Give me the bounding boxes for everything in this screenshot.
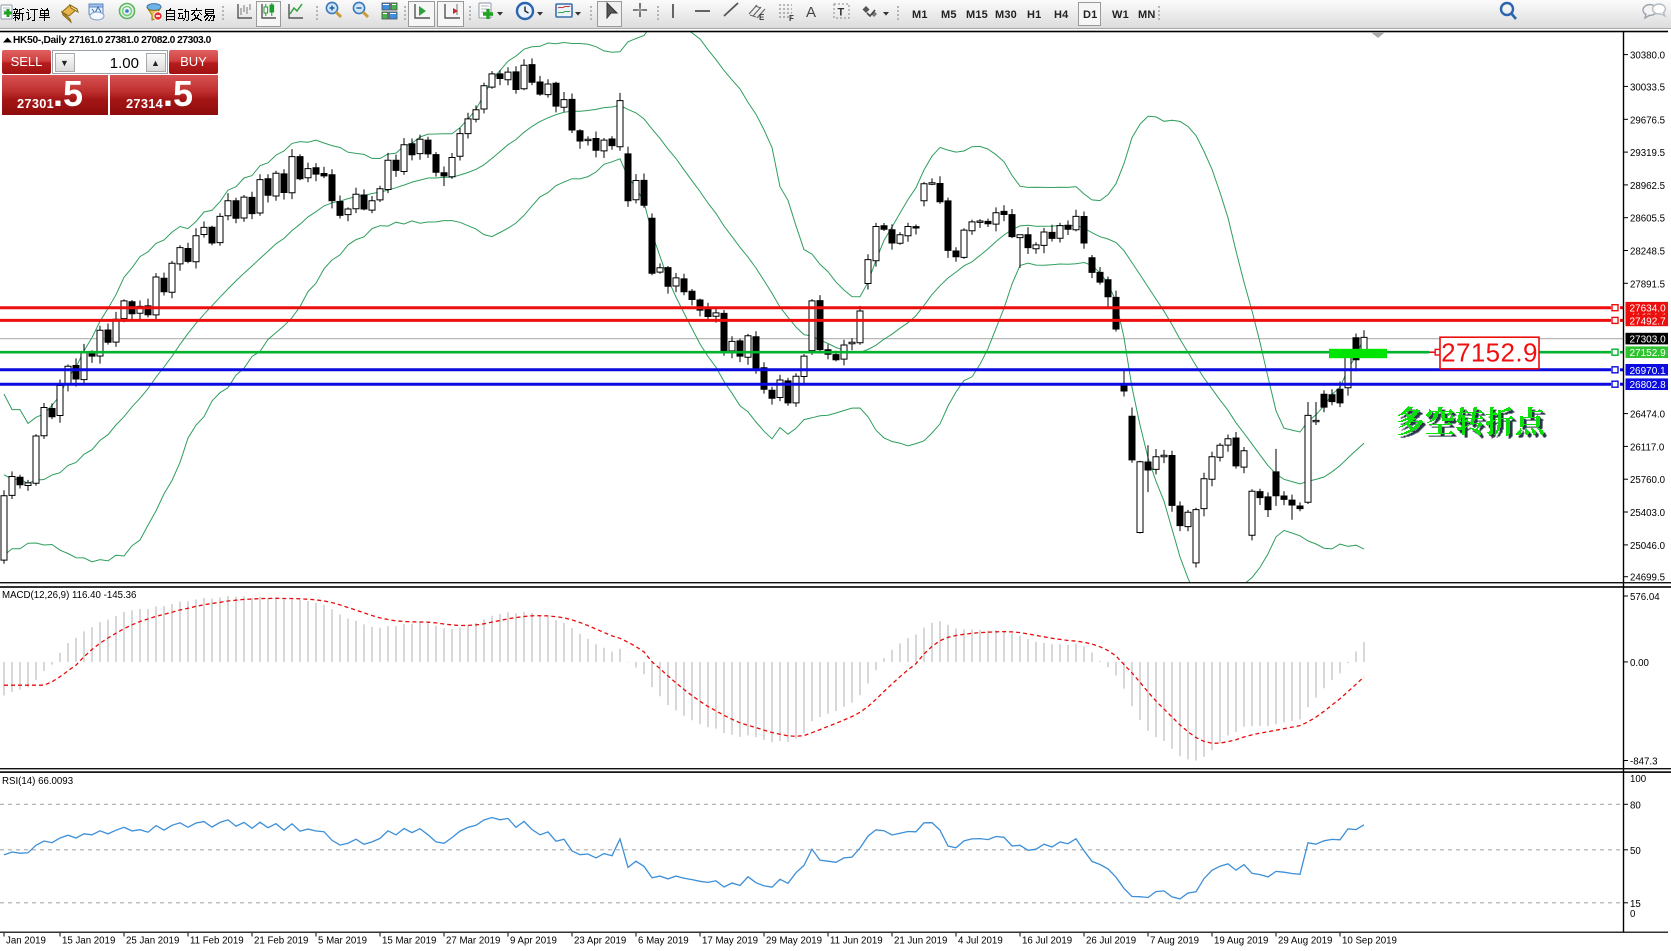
svg-text:27891.5: 27891.5	[1630, 279, 1665, 290]
svg-text:26970.1: 26970.1	[1630, 366, 1667, 377]
svg-text:MN: MN	[1138, 9, 1156, 21]
svg-text:Jan 2019: Jan 2019	[6, 936, 46, 947]
svg-text:27303.0: 27303.0	[1630, 335, 1667, 346]
svg-text:26 Jul 2019: 26 Jul 2019	[1086, 936, 1136, 947]
svg-text:29676.5: 29676.5	[1630, 115, 1665, 126]
svg-text:15: 15	[1630, 899, 1641, 910]
svg-text:F: F	[789, 14, 794, 23]
svg-text:30380.0: 30380.0	[1630, 51, 1666, 62]
svg-text:9 Apr 2019: 9 Apr 2019	[510, 936, 557, 947]
svg-text:29319.5: 29319.5	[1630, 148, 1665, 159]
svg-text:29 May 2019: 29 May 2019	[766, 936, 822, 947]
svg-text:16 Jul 2019: 16 Jul 2019	[1022, 936, 1072, 947]
svg-text:27634.0: 27634.0	[1630, 304, 1667, 315]
svg-text:RSI(14) 66.0093: RSI(14) 66.0093	[2, 776, 73, 787]
svg-text:10 Sep 2019: 10 Sep 2019	[1342, 936, 1397, 947]
svg-text:7 Aug 2019: 7 Aug 2019	[1150, 936, 1199, 947]
svg-text:M15: M15	[966, 9, 988, 21]
svg-text:100: 100	[1630, 774, 1647, 785]
svg-text:17 May 2019: 17 May 2019	[702, 936, 758, 947]
svg-text:D1: D1	[1083, 9, 1097, 21]
svg-text:50: 50	[1630, 846, 1641, 857]
svg-text:23 Apr 2019: 23 Apr 2019	[574, 936, 626, 947]
svg-text:4 Jul 2019: 4 Jul 2019	[958, 936, 1003, 947]
svg-text:21 Feb 2019: 21 Feb 2019	[254, 936, 308, 947]
svg-text:24699.5: 24699.5	[1630, 573, 1665, 584]
svg-text:29 Aug 2019: 29 Aug 2019	[1278, 936, 1332, 947]
svg-text:-847.3: -847.3	[1630, 757, 1657, 768]
svg-text:576.04: 576.04	[1630, 592, 1660, 603]
svg-text:26802.8: 26802.8	[1630, 380, 1667, 391]
svg-text:M5: M5	[941, 9, 957, 21]
svg-text:M30: M30	[995, 9, 1017, 21]
svg-text:0: 0	[1630, 909, 1636, 920]
svg-text:5 Mar 2019: 5 Mar 2019	[318, 936, 367, 947]
svg-text:27 Mar 2019: 27 Mar 2019	[446, 936, 500, 947]
svg-text:27152.9: 27152.9	[1441, 338, 1538, 368]
svg-text:28962.5: 28962.5	[1630, 181, 1665, 192]
svg-text:21 Jun 2019: 21 Jun 2019	[894, 936, 947, 947]
svg-text:25760.0: 25760.0	[1630, 475, 1666, 486]
svg-text:25046.0: 25046.0	[1630, 541, 1666, 552]
svg-text:26117.0: 26117.0	[1630, 442, 1665, 453]
svg-text:27492.7: 27492.7	[1630, 316, 1667, 327]
svg-text:30033.5: 30033.5	[1630, 82, 1665, 93]
svg-text:15 Jan 2019: 15 Jan 2019	[62, 936, 115, 947]
svg-text:H1: H1	[1027, 9, 1041, 21]
svg-text:E: E	[759, 13, 765, 22]
svg-text:25 Jan 2019: 25 Jan 2019	[126, 936, 179, 947]
svg-text:15 Mar 2019: 15 Mar 2019	[382, 936, 436, 947]
svg-text:11 Jun 2019: 11 Jun 2019	[830, 936, 883, 947]
svg-text:19 Aug 2019: 19 Aug 2019	[1214, 936, 1268, 947]
svg-text:6 May 2019: 6 May 2019	[638, 936, 689, 947]
svg-text:27152.9: 27152.9	[1630, 348, 1667, 359]
svg-text:W1: W1	[1112, 9, 1129, 21]
svg-text:M1: M1	[912, 9, 928, 21]
svg-text:28248.5: 28248.5	[1630, 247, 1665, 258]
svg-text:28605.5: 28605.5	[1630, 214, 1665, 225]
svg-text:25403.0: 25403.0	[1630, 508, 1666, 519]
svg-text:MACD(12,26,9) 116.40 -145.36: MACD(12,26,9) 116.40 -145.36	[2, 590, 136, 601]
svg-text:0.00: 0.00	[1630, 658, 1649, 669]
svg-text:H4: H4	[1054, 9, 1069, 21]
svg-text:A: A	[806, 4, 816, 21]
svg-text:80: 80	[1630, 800, 1641, 811]
svg-text:HK50-,Daily: HK50-,Daily	[13, 35, 67, 46]
svg-text:26474.0: 26474.0	[1630, 410, 1666, 421]
svg-text:11 Feb 2019: 11 Feb 2019	[190, 936, 244, 947]
svg-text:27161.0 27381.0 27082.0 27303.: 27161.0 27381.0 27082.0 27303.0	[69, 35, 212, 46]
svg-text:T: T	[838, 7, 845, 19]
